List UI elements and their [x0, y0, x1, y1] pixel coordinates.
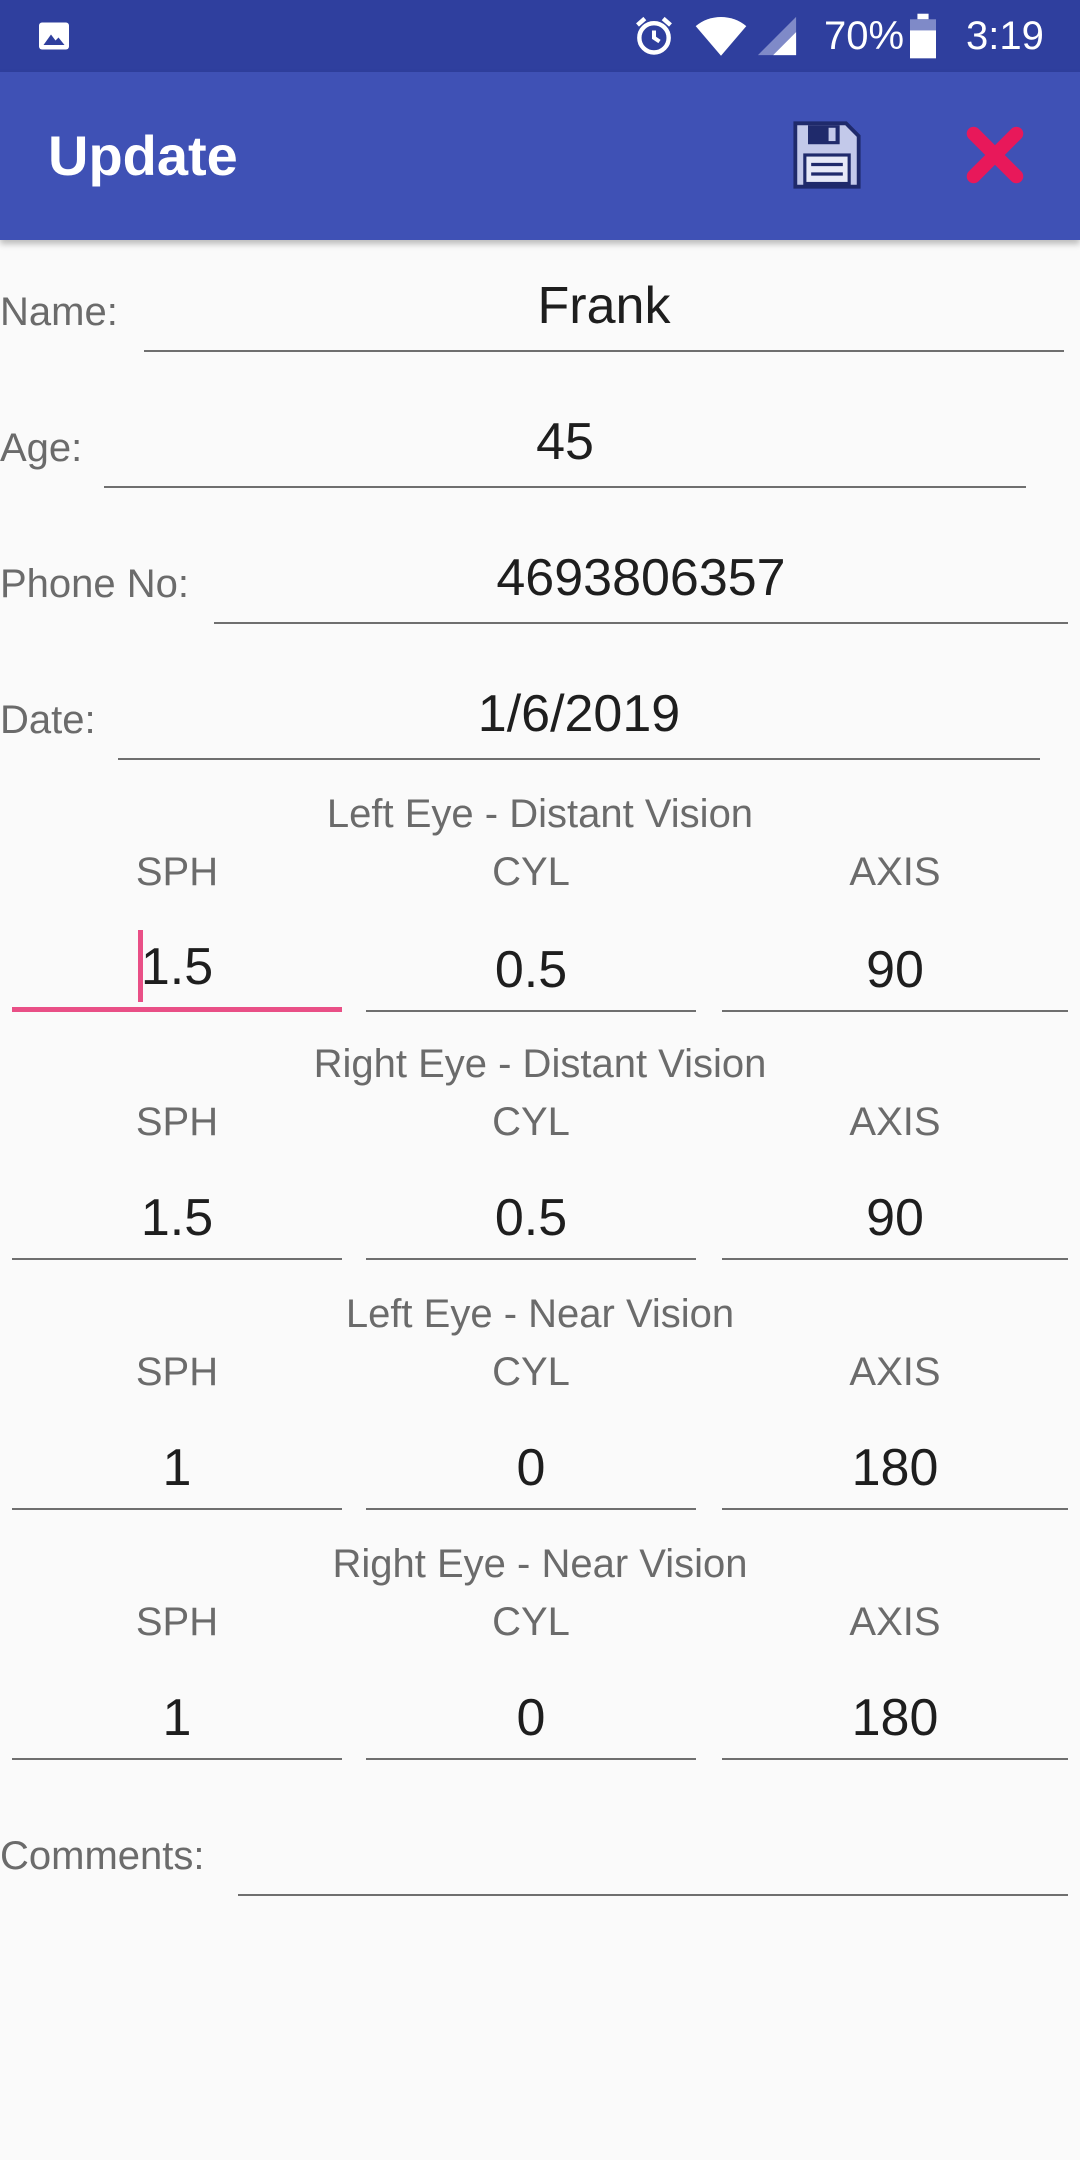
- save-button[interactable]: [782, 112, 872, 202]
- left-near-sph-field[interactable]: 1: [12, 1424, 342, 1510]
- left-near-sph-value: 1: [162, 1439, 192, 1497]
- phone-field[interactable]: 4693806357: [214, 544, 1068, 624]
- col-head-axis: AXIS: [849, 1100, 941, 1144]
- left-distant-axis-field[interactable]: 90: [722, 926, 1068, 1012]
- col-head-sph: SPH: [135, 1350, 219, 1394]
- page-title: Update: [48, 124, 238, 187]
- left-near-cyl-value: 0: [516, 1439, 546, 1497]
- left-near-axis-field[interactable]: 180: [722, 1424, 1068, 1510]
- close-icon: [963, 123, 1027, 192]
- app-bar: Update: [0, 72, 1080, 240]
- text-cursor: [138, 930, 143, 1002]
- right-near-sph-value: 1: [162, 1689, 192, 1747]
- right-near-sph-field[interactable]: 1: [12, 1674, 342, 1760]
- col-head-axis: AXIS: [849, 1350, 941, 1394]
- right-distant-cyl-value: 0.5: [494, 1189, 568, 1247]
- clock: 3:19: [966, 13, 1044, 58]
- date-label: Date:: [0, 698, 96, 742]
- left-distant-axis-value: 90: [866, 941, 924, 999]
- date-value: 1/6/2019: [477, 685, 681, 743]
- col-head-axis: AXIS: [849, 850, 941, 894]
- alarm-icon: [632, 0, 676, 72]
- right-near-cyl-field[interactable]: 0: [366, 1674, 696, 1760]
- col-head-sph: SPH: [135, 1100, 219, 1144]
- comments-label: Comments:: [0, 1834, 205, 1878]
- right-distant-axis-value: 90: [866, 1189, 924, 1247]
- right-distant-cyl-field[interactable]: 0.5: [366, 1174, 696, 1260]
- left-near-axis-value: 180: [851, 1439, 939, 1497]
- section-title-right-distant: Right Eye - Distant Vision: [313, 1042, 767, 1086]
- left-distant-sph-field[interactable]: 1.5: [12, 926, 342, 1012]
- battery-percent: 70%: [824, 13, 905, 58]
- right-near-cyl-value: 0: [516, 1689, 546, 1747]
- section-title-left-near: Left Eye - Near Vision: [345, 1292, 735, 1336]
- right-distant-axis-field[interactable]: 90: [722, 1174, 1068, 1260]
- col-head-cyl: CYL: [492, 850, 570, 894]
- age-field[interactable]: 45: [104, 408, 1026, 488]
- col-head-cyl: CYL: [492, 1100, 570, 1144]
- right-distant-sph-value: 1.5: [140, 1189, 214, 1247]
- signal-icon: [756, 0, 798, 72]
- image-icon: [36, 0, 72, 72]
- right-distant-sph-field[interactable]: 1.5: [12, 1174, 342, 1260]
- left-near-cyl-field[interactable]: 0: [366, 1424, 696, 1510]
- battery-icon: [910, 0, 936, 72]
- col-head-sph: SPH: [135, 850, 219, 894]
- right-near-axis-field[interactable]: 180: [722, 1674, 1068, 1760]
- section-title-left-distant: Left Eye - Distant Vision: [326, 792, 754, 836]
- left-distant-cyl-value: 0.5: [494, 941, 568, 999]
- left-distant-cyl-field[interactable]: 0.5: [366, 926, 696, 1012]
- age-value: 45: [536, 413, 594, 471]
- name-field[interactable]: Frank: [144, 272, 1064, 352]
- date-field[interactable]: 1/6/2019: [118, 680, 1040, 760]
- right-near-axis-value: 180: [851, 1689, 939, 1747]
- col-head-cyl: CYL: [492, 1350, 570, 1394]
- phone-label: Phone No:: [0, 562, 190, 606]
- name-label: Name:: [0, 290, 118, 334]
- col-head-axis: AXIS: [849, 1600, 941, 1644]
- phone-value: 4693806357: [496, 549, 786, 607]
- age-label: Age:: [0, 426, 83, 470]
- name-value: Frank: [537, 277, 671, 335]
- comments-field[interactable]: [238, 1816, 1068, 1896]
- floppy-disk-icon: [789, 117, 865, 198]
- close-button[interactable]: [950, 112, 1040, 202]
- status-bar: 70% 3:19: [0, 0, 1080, 72]
- col-head-cyl: CYL: [492, 1600, 570, 1644]
- wifi-icon: [694, 0, 748, 72]
- section-title-right-near: Right Eye - Near Vision: [332, 1542, 748, 1586]
- left-distant-sph-value: 1.5: [140, 938, 214, 996]
- col-head-sph: SPH: [135, 1600, 219, 1644]
